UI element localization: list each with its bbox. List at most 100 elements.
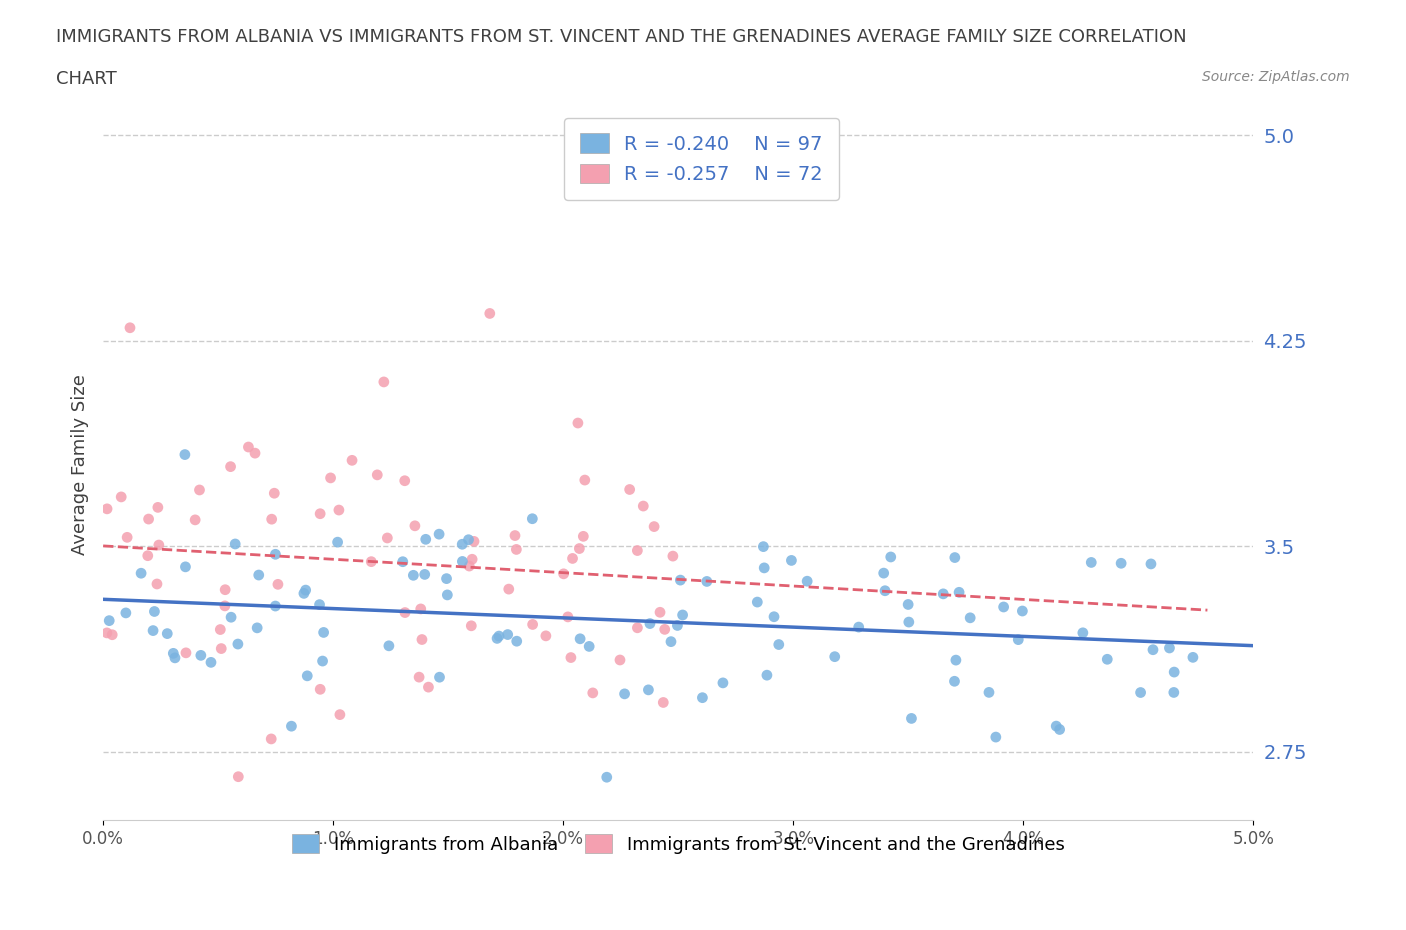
- Point: [557, 609, 579, 624]
- Point: [1109, 556, 1132, 571]
- Point: [408, 670, 430, 684]
- Point: [264, 547, 287, 562]
- Text: CHART: CHART: [56, 70, 117, 87]
- Point: [280, 719, 302, 734]
- Point: [666, 618, 689, 633]
- Point: [394, 473, 416, 488]
- Point: [578, 639, 600, 654]
- Point: [873, 583, 896, 598]
- Point: [96, 626, 118, 641]
- Point: [429, 670, 451, 684]
- Point: [190, 648, 212, 663]
- Point: [945, 653, 967, 668]
- Point: [461, 551, 484, 566]
- Y-axis label: Average Family Size: Average Family Size: [72, 374, 89, 554]
- Point: [637, 683, 659, 698]
- Point: [309, 682, 332, 697]
- Point: [671, 607, 693, 622]
- Point: [596, 770, 619, 785]
- Point: [560, 650, 582, 665]
- Point: [1163, 685, 1185, 700]
- Point: [654, 622, 676, 637]
- Point: [503, 528, 526, 543]
- Point: [768, 637, 790, 652]
- Point: [411, 632, 433, 647]
- Point: [115, 605, 138, 620]
- Point: [747, 594, 769, 609]
- Point: [101, 628, 124, 643]
- Point: [451, 554, 474, 569]
- Point: [312, 625, 335, 640]
- Point: [143, 604, 166, 619]
- Point: [162, 646, 184, 661]
- Point: [613, 686, 636, 701]
- Point: [209, 641, 232, 656]
- Point: [486, 631, 509, 645]
- Point: [319, 471, 342, 485]
- Point: [780, 553, 803, 568]
- Point: [264, 599, 287, 614]
- Point: [488, 629, 510, 644]
- Point: [224, 537, 246, 551]
- Point: [214, 598, 236, 613]
- Point: [246, 620, 269, 635]
- Point: [824, 649, 846, 664]
- Point: [626, 620, 648, 635]
- Point: [948, 585, 970, 600]
- Point: [984, 730, 1007, 745]
- Point: [609, 653, 631, 668]
- Point: [498, 581, 520, 596]
- Point: [569, 631, 592, 646]
- Point: [174, 645, 197, 660]
- Point: [478, 306, 501, 321]
- Point: [796, 574, 818, 589]
- Point: [1159, 641, 1181, 656]
- Point: [260, 732, 283, 747]
- Point: [696, 574, 718, 589]
- Point: [1080, 555, 1102, 570]
- Point: [574, 472, 596, 487]
- Point: [643, 519, 665, 534]
- Point: [848, 619, 870, 634]
- Point: [977, 684, 1000, 699]
- Point: [200, 655, 222, 670]
- Point: [522, 512, 544, 526]
- Point: [692, 690, 714, 705]
- Point: [136, 549, 159, 564]
- Point: [463, 534, 485, 549]
- Point: [415, 532, 437, 547]
- Point: [96, 501, 118, 516]
- Point: [174, 447, 197, 462]
- Point: [243, 445, 266, 460]
- Point: [326, 535, 349, 550]
- Point: [506, 633, 529, 648]
- Point: [1071, 625, 1094, 640]
- Point: [129, 565, 152, 580]
- Point: [404, 518, 426, 533]
- Point: [308, 597, 330, 612]
- Point: [138, 512, 160, 526]
- Point: [534, 629, 557, 644]
- Point: [436, 588, 458, 603]
- Point: [1140, 556, 1163, 571]
- Point: [247, 567, 270, 582]
- Point: [659, 634, 682, 649]
- Point: [297, 669, 319, 684]
- Point: [142, 623, 165, 638]
- Point: [436, 571, 458, 586]
- Point: [763, 609, 786, 624]
- Point: [880, 550, 903, 565]
- Point: [226, 769, 249, 784]
- Point: [340, 453, 363, 468]
- Point: [394, 605, 416, 620]
- Point: [959, 610, 981, 625]
- Point: [993, 600, 1015, 615]
- Point: [669, 573, 692, 588]
- Point: [943, 674, 966, 689]
- Point: [648, 604, 671, 619]
- Point: [118, 320, 141, 335]
- Point: [238, 440, 260, 455]
- Point: [219, 610, 242, 625]
- Point: [932, 587, 955, 602]
- Point: [1129, 685, 1152, 700]
